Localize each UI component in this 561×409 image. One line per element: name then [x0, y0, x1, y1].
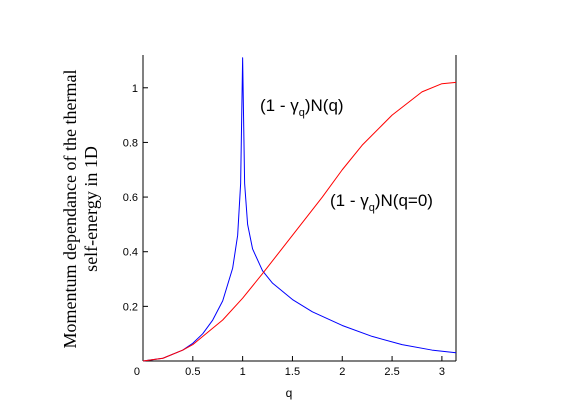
y-tick-label: 1 — [132, 83, 138, 95]
annotation-blue-curve: (1 - γq)N(q) — [260, 96, 344, 119]
x-tick-label: 2.5 — [384, 366, 399, 378]
x-tick-label: 2 — [339, 366, 345, 378]
x-tick-label: 0.5 — [185, 366, 200, 378]
axis-ticks: 0 0.5 1 1.5 2 2.5 3 0.2 0.4 0.6 0.8 1 — [123, 83, 445, 378]
series-group — [142, 57, 457, 362]
x-tick-label: 3 — [439, 366, 445, 378]
x-tick-label: 0 — [134, 366, 140, 378]
y-axis-title-line1: Momentum dependance of the thermal — [60, 70, 80, 349]
y-axis-title-line2: self-energy in 1D — [81, 146, 101, 272]
x-tick-label: 1.5 — [285, 366, 300, 378]
annotation-red-curve: (1 - γq)N(q=0) — [330, 191, 433, 214]
blue-series-line — [142, 57, 457, 362]
y-tick-label: 0.8 — [123, 137, 138, 149]
y-tick-label: 0.6 — [123, 192, 138, 204]
red-series-line — [142, 81, 457, 362]
y-tick-label: 0.4 — [123, 247, 138, 259]
y-tick-label: 0.2 — [123, 301, 138, 313]
x-tick-label: 1 — [240, 366, 246, 378]
x-axis-title: q — [286, 386, 293, 400]
